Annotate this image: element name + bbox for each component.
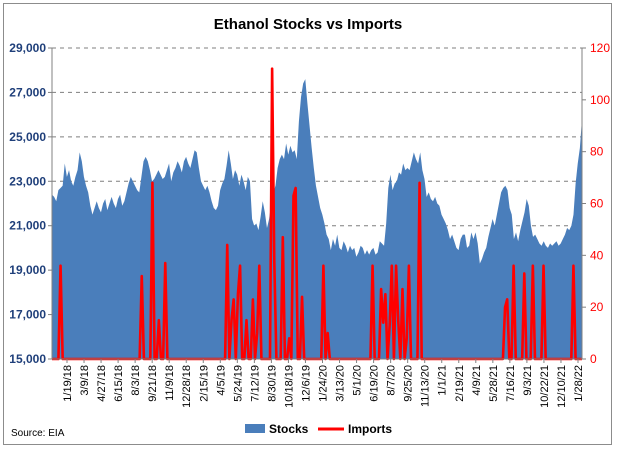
x-tick-label: 1/19/18 <box>62 365 74 402</box>
x-tick-label: 4/5/19 <box>215 365 227 396</box>
x-tick-label: 9/25/20 <box>403 365 415 402</box>
x-tick-label: 1/28/22 <box>573 365 585 402</box>
x-tick-label: 12/6/19 <box>300 365 312 402</box>
left-tick-label: 23,000 <box>9 174 46 188</box>
x-tick-label: 12/28/18 <box>181 365 193 408</box>
legend-stocks-swatch <box>245 424 265 433</box>
left-tick-label: 15,000 <box>9 352 46 366</box>
stocks-area-layer <box>52 79 582 359</box>
x-tick-label: 9/3/21 <box>522 365 534 396</box>
x-tick-label: 12/10/21 <box>556 365 568 408</box>
x-tick-label: 11/9/18 <box>164 365 176 401</box>
x-tick-label: 8/30/19 <box>266 365 278 402</box>
left-y-axis-ticks: 15,000 17,000 19,000 21,000 23,000 25,000 27,0… <box>9 41 52 366</box>
x-tick-label: 6/19/20 <box>369 365 381 402</box>
x-tick-label: 2/15/19 <box>198 365 210 402</box>
x-tick-label: 1/1/21 <box>437 365 449 396</box>
legend: Stocks Imports <box>245 422 392 436</box>
x-tick-label: 5/24/19 <box>232 365 244 402</box>
x-tick-label: 5/1/20 <box>352 365 364 396</box>
x-tick-label: 7/12/19 <box>249 365 261 402</box>
x-tick-label: 10/22/21 <box>539 365 551 408</box>
x-tick-label: 3/9/18 <box>79 365 91 396</box>
stocks-area <box>52 79 582 359</box>
left-tick-label: 21,000 <box>9 219 46 233</box>
left-tick-label: 27,000 <box>9 85 46 99</box>
x-tick-label: 11/13/20 <box>420 365 432 407</box>
x-tick-label: 8/7/20 <box>386 365 398 396</box>
x-tick-label: 7/16/21 <box>505 365 517 402</box>
left-tick-label: 29,000 <box>9 41 46 55</box>
x-tick-label: 5/28/21 <box>488 365 500 402</box>
x-tick-label: 6/15/18 <box>113 365 125 402</box>
x-tick-label: 9/21/18 <box>147 365 159 402</box>
right-tick-label: 60 <box>590 197 604 211</box>
right-tick-label: 100 <box>590 93 610 107</box>
chart-title: Ethanol Stocks vs Imports <box>214 16 402 33</box>
right-tick-label: 80 <box>590 145 604 159</box>
x-tick-label: 3/13/20 <box>335 365 347 402</box>
x-axis-ticks: 1/19/18 3/9/18 4/27/18 6/15/18 8/3/18 9/21/18… <box>62 359 585 408</box>
right-y-axis-ticks: 0 20 40 60 80 100 120 <box>582 41 610 366</box>
source-note: Source: EIA <box>11 428 65 439</box>
x-tick-label: 4/27/18 <box>96 365 108 402</box>
legend-imports-label: Imports <box>348 422 392 436</box>
right-tick-label: 120 <box>590 41 610 55</box>
left-tick-label: 25,000 <box>9 130 46 144</box>
right-tick-label: 20 <box>590 300 604 314</box>
left-tick-label: 17,000 <box>9 308 46 322</box>
legend-stocks-label: Stocks <box>269 422 309 436</box>
left-tick-label: 19,000 <box>9 263 46 277</box>
right-tick-label: 0 <box>590 352 597 366</box>
x-tick-label: 10/18/19 <box>283 365 295 408</box>
x-tick-label: 2/19/21 <box>454 365 466 402</box>
x-tick-label: 8/3/18 <box>130 365 142 396</box>
right-tick-label: 40 <box>590 248 604 262</box>
x-tick-label: 4/9/21 <box>471 365 483 396</box>
x-tick-label: 1/24/20 <box>318 365 330 402</box>
